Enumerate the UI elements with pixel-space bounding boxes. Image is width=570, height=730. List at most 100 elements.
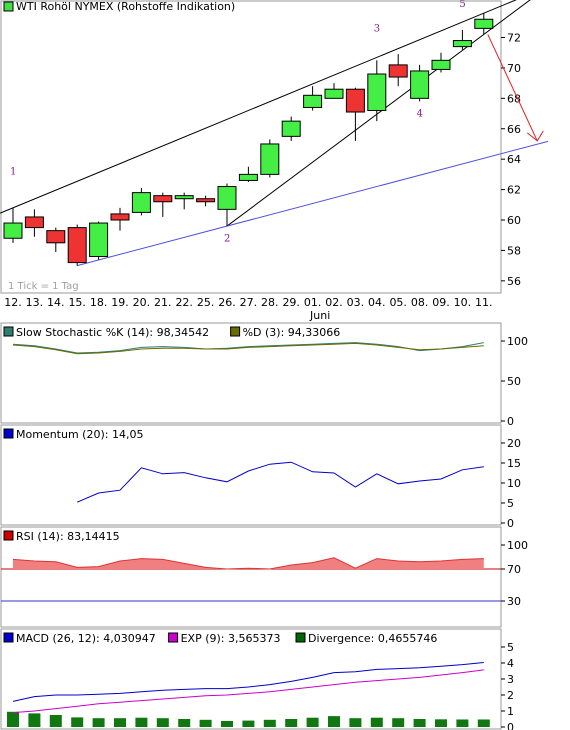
y-tick-label: 4 — [507, 657, 514, 670]
panel-frame — [0, 526, 502, 628]
divergence-bar — [7, 711, 19, 727]
y-tick-label: 5 — [507, 641, 514, 654]
price-tick-label: 70 — [507, 62, 521, 75]
y-tick-label: 10 — [507, 477, 521, 490]
y-tick-label: 0 — [507, 517, 514, 530]
divergence-bar — [49, 715, 62, 727]
pattern-point-label: 1 — [10, 166, 16, 177]
candle-body — [324, 88, 344, 99]
legend-label: EXP (9): 3,565373 — [181, 632, 281, 645]
legend-label: %D (3): 94,33066 — [243, 326, 341, 339]
legend-label: RSI (14): 83,14415 — [16, 530, 120, 543]
momentum-panel: Momentum (20): 14,05 0 5 10 15 20 — [0, 424, 521, 530]
x-tick-label: 20. — [133, 296, 151, 309]
candle-body — [24, 216, 44, 229]
legend-swatch — [230, 326, 241, 337]
divergence-bar — [221, 720, 233, 727]
divergence-bar — [435, 719, 447, 727]
y-tick-label: 100 — [507, 335, 528, 348]
y-tick-label: 0 — [507, 415, 514, 428]
y-tick-label: 5 — [507, 497, 514, 510]
candle-body — [388, 64, 408, 78]
divergence-bar — [328, 716, 340, 727]
candle-body — [238, 173, 258, 181]
candle-body — [260, 143, 280, 175]
candle-body — [3, 222, 23, 239]
divergence-bar — [413, 719, 426, 727]
x-tick-label: 03. — [347, 296, 365, 309]
x-tick-label: 11. — [475, 296, 493, 309]
y-tick-label: 100 — [507, 539, 528, 552]
signal-line — [12, 669, 484, 714]
x-tick-label: 21. — [154, 296, 172, 309]
legend-swatch — [168, 632, 179, 643]
x-tick-label: 22. — [175, 296, 193, 309]
legend-swatch — [3, 530, 14, 541]
candle-body — [281, 120, 301, 137]
x-tick-label: 08. — [411, 296, 429, 309]
price-panel: 56 58 60 62 64 66 68 70 72 1 2 3 4 5 WTI Rohöl NYMEX… — [0, 0, 549, 294]
divergence-bar — [263, 719, 276, 727]
panel-frame — [0, 322, 502, 424]
candle-body — [474, 18, 494, 29]
price-tick-label: 56 — [507, 275, 521, 288]
divergence-bar — [199, 719, 212, 727]
x-tick-label: 29. — [282, 296, 300, 309]
candle-body — [303, 94, 323, 108]
candle-body — [367, 73, 387, 111]
macd-line — [12, 662, 484, 702]
candles — [3, 13, 494, 266]
legend-swatch — [3, 632, 14, 643]
divergence-bar — [28, 713, 41, 727]
pattern-point-label: 3 — [374, 23, 380, 34]
divergence-bar — [285, 719, 298, 727]
legend-label: Momentum (20): 14,05 — [16, 428, 143, 441]
divergence-bar — [306, 717, 319, 727]
x-tick-label: 09. — [432, 296, 450, 309]
divergence-bar — [156, 718, 169, 727]
x-tick-label: 14. — [47, 296, 65, 309]
divergence-bar — [178, 719, 191, 727]
legend-swatch — [3, 326, 14, 337]
x-tick-label: 27. — [240, 296, 258, 309]
macd-panel: MACD (26, 12): 4,030947 EXP (9): 3,565373… — [0, 628, 514, 730]
series-line — [12, 342, 484, 355]
x-tick-label: 01. — [304, 296, 322, 309]
month-label: Juni — [309, 309, 330, 322]
panel-frame — [0, 628, 502, 730]
trendline — [0, 0, 517, 214]
divergence-bar — [456, 719, 469, 727]
x-tick-label: 18. — [90, 296, 108, 309]
candle-body — [345, 88, 365, 113]
panel-frame — [0, 424, 502, 526]
divergence-bar — [477, 719, 490, 727]
divergence-bar — [135, 717, 148, 727]
trendlines — [0, 0, 549, 267]
x-tick-label: 02. — [325, 296, 343, 309]
y-tick-label: 2 — [507, 689, 514, 702]
x-tick-label: 10. — [454, 296, 472, 309]
pattern-point-label: 2 — [224, 233, 230, 244]
candle-body — [131, 192, 151, 213]
price-tick-label: 64 — [507, 153, 521, 166]
divergence-bar — [242, 720, 255, 727]
tick-footer: 1 Tick = 1 Tag — [8, 281, 79, 292]
candle-body — [67, 227, 87, 264]
y-tick-label: 1 — [507, 705, 514, 718]
x-tick-label: 19. — [111, 296, 129, 309]
legend-label: Divergence: 0,4655746 — [308, 632, 437, 645]
y-tick-label: 0 — [507, 721, 514, 730]
y-tick-label: 20 — [507, 437, 521, 450]
title-legend-square — [3, 1, 14, 12]
rsi-area — [13, 557, 484, 569]
y-tick-label: 15 — [507, 457, 521, 470]
pattern-point-label: 4 — [417, 109, 423, 120]
candle-body — [431, 59, 451, 70]
y-tick-label: 70 — [507, 563, 521, 576]
x-axis-labels: 12. 13. 14. 15. 18. 19. 20. 21. 22. 25. 26. 27. 28. 2… — [4, 296, 492, 309]
projection-arrow — [487, 34, 538, 142]
rsi-panel: RSI (14): 83,14415 30 70 100 — [0, 526, 528, 628]
divergence-bar — [392, 718, 405, 727]
legend-label: Slow Stochastic %K (14): 98,34542 — [16, 326, 209, 339]
